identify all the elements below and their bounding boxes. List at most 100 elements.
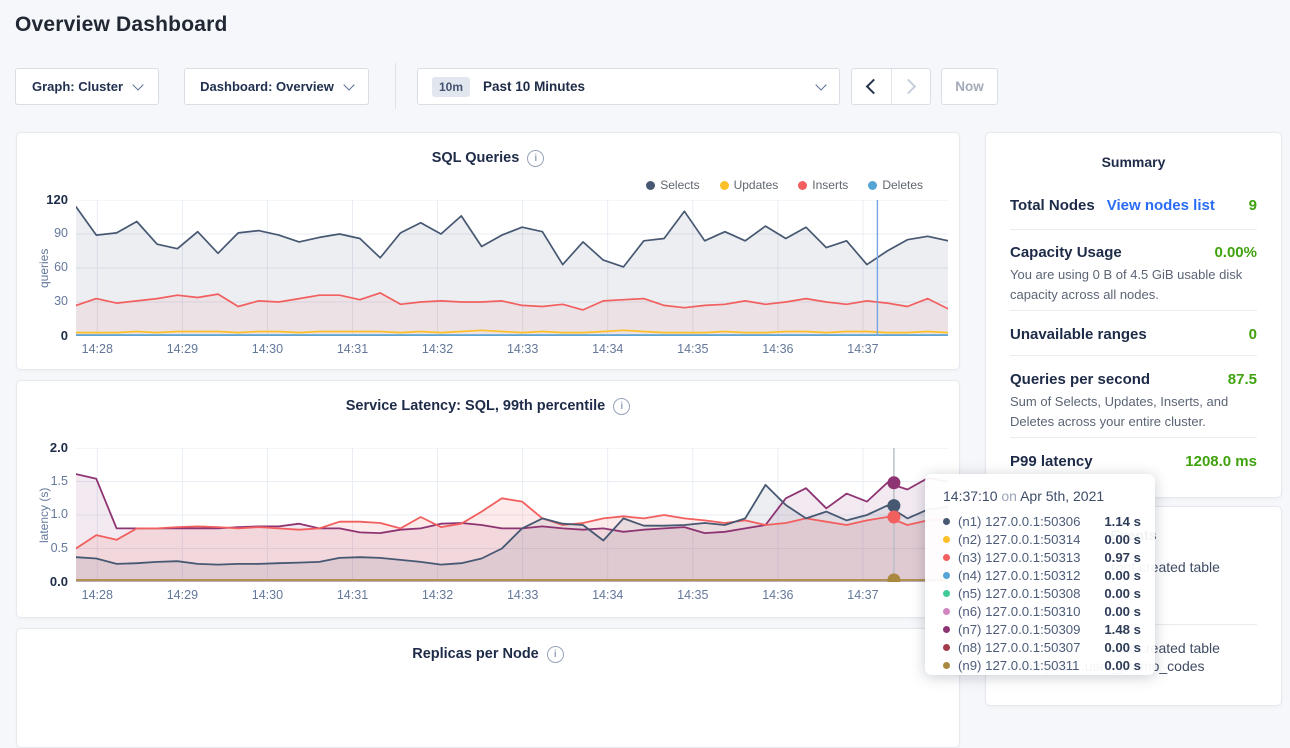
x-tick-label: 14:35 bbox=[663, 342, 723, 356]
p99-latency-label: P99 latency bbox=[1010, 453, 1093, 470]
time-range-label: Past 10 Minutes bbox=[483, 79, 585, 94]
capacity-usage-description: You are using 0 B of 4.5 GiB usable disk… bbox=[1010, 265, 1257, 304]
y-tick-label: 2.0 bbox=[22, 440, 68, 455]
legend-label: Selects bbox=[660, 178, 699, 192]
y-tick-label: 90 bbox=[22, 226, 68, 240]
page-title: Overview Dashboard bbox=[15, 13, 228, 37]
x-tick-label: 14:34 bbox=[578, 342, 638, 356]
x-tick-label: 14:32 bbox=[408, 588, 468, 602]
dashboard-selector-dropdown[interactable]: Dashboard: Overview bbox=[184, 68, 369, 105]
tooltip-node-row: (n8) 127.0.0.1:503070.00 s bbox=[937, 639, 1141, 657]
legend-dot-icon bbox=[646, 181, 655, 190]
tooltip-node-value: 0.97 s bbox=[1104, 550, 1141, 565]
tooltip-node-value: 0.00 s bbox=[1104, 586, 1141, 601]
chevron-down-icon bbox=[343, 79, 354, 90]
tooltip-node-value: 0.00 s bbox=[1104, 604, 1141, 619]
tooltip-node-row: (n6) 127.0.0.1:50310 0.00 s bbox=[937, 602, 1141, 620]
info-icon[interactable]: i bbox=[527, 150, 544, 167]
sql-queries-chart[interactable] bbox=[76, 200, 948, 336]
sql-queries-legend: Selects Updates Inserts Deletes bbox=[646, 178, 923, 192]
previous-time-window-button[interactable] bbox=[852, 69, 891, 104]
p99-latency-row: P99 latency 1208.0 ms bbox=[1010, 453, 1257, 470]
service-latency-title: Service Latency: SQL, 99th percentile i bbox=[17, 398, 959, 415]
x-tick-label: 14:36 bbox=[748, 588, 808, 602]
node-color-dot-icon bbox=[943, 608, 950, 615]
y-tick-label: 1.0 bbox=[22, 507, 68, 521]
legend-item-updates[interactable]: Updates bbox=[720, 178, 779, 192]
node-color-dot-icon bbox=[943, 518, 950, 525]
legend-item-deletes[interactable]: Deletes bbox=[868, 178, 923, 192]
node-color-dot-icon bbox=[943, 590, 950, 597]
p99-latency-value: 1208.0 ms bbox=[1185, 453, 1257, 470]
capacity-usage-value: 0.00% bbox=[1214, 244, 1257, 261]
legend-dot-icon bbox=[798, 181, 807, 190]
legend-item-selects[interactable]: Selects bbox=[646, 178, 699, 192]
y-tick-label: 0 bbox=[22, 328, 68, 343]
legend-dot-icon bbox=[868, 181, 877, 190]
node-color-dot-icon bbox=[943, 536, 950, 543]
tooltip-node-row: (n2) 127.0.0.1:50314 0.00 s bbox=[937, 530, 1141, 548]
total-nodes-value: 9 bbox=[1249, 197, 1257, 214]
now-button[interactable]: Now bbox=[941, 68, 998, 105]
chevron-down-icon bbox=[132, 79, 143, 90]
chart-title-text: SQL Queries bbox=[432, 150, 520, 166]
x-tick-label: 14:28 bbox=[67, 588, 127, 602]
replicas-per-node-title: Replicas per Node i bbox=[17, 646, 959, 663]
replicas-per-node-panel: Replicas per Node i bbox=[16, 628, 960, 748]
view-nodes-list-link[interactable]: View nodes list bbox=[1107, 197, 1215, 214]
node-color-dot-icon bbox=[943, 572, 950, 579]
info-icon[interactable]: i bbox=[547, 646, 564, 663]
x-tick-label: 14:32 bbox=[408, 342, 468, 356]
x-tick-label: 14:37 bbox=[833, 342, 893, 356]
tooltip-node-row: (n1) 127.0.0.1:503061.14 s bbox=[937, 512, 1141, 530]
tooltip-date: Apr 5th, 2021 bbox=[1020, 488, 1104, 504]
summary-heading: Summary bbox=[986, 154, 1281, 170]
divider bbox=[1010, 310, 1257, 311]
unavailable-ranges-value: 0 bbox=[1249, 326, 1257, 343]
y-tick-label: 60 bbox=[22, 260, 68, 274]
next-time-window-button[interactable] bbox=[891, 69, 930, 104]
toolbar-divider bbox=[395, 63, 396, 109]
chevron-down-icon bbox=[815, 79, 826, 90]
chart-title-text: Replicas per Node bbox=[412, 646, 539, 662]
tooltip-node-address: (n6) 127.0.0.1:50310 bbox=[958, 604, 1080, 619]
queries-per-second-label: Queries per second bbox=[1010, 371, 1150, 388]
tooltip-node-value: 0.00 s bbox=[1104, 640, 1141, 655]
tooltip-on-text: on bbox=[998, 488, 1021, 504]
sql-queries-title: SQL Queries i bbox=[17, 150, 959, 167]
x-tick-label: 14:28 bbox=[67, 342, 127, 356]
node-color-dot-icon bbox=[943, 644, 950, 651]
graph-selector-dropdown[interactable]: Graph: Cluster bbox=[15, 68, 159, 105]
x-tick-label: 14:31 bbox=[323, 588, 383, 602]
tooltip-node-value: 0.00 s bbox=[1104, 568, 1141, 583]
tooltip-node-address: (n7) 127.0.0.1:50309 bbox=[958, 622, 1080, 637]
chart-hover-tooltip: 14:37:10 on Apr 5th, 2021 (n1) 127.0.0.1… bbox=[925, 474, 1155, 675]
divider bbox=[1010, 437, 1257, 438]
time-range-dropdown[interactable]: 10m Past 10 Minutes bbox=[417, 68, 840, 105]
queries-per-second-description: Sum of Selects, Updates, Inserts, and De… bbox=[1010, 392, 1257, 431]
tooltip-node-value: 0.00 s bbox=[1104, 532, 1141, 547]
unavailable-ranges-label: Unavailable ranges bbox=[1010, 326, 1147, 343]
chevron-left-icon bbox=[866, 79, 882, 95]
total-nodes-label: Total Nodes bbox=[1010, 197, 1095, 214]
x-tick-label: 14:35 bbox=[663, 588, 723, 602]
tooltip-node-row: (n5) 127.0.0.1:503080.00 s bbox=[937, 584, 1141, 602]
legend-item-inserts[interactable]: Inserts bbox=[798, 178, 848, 192]
tooltip-node-row: (n9) 127.0.0.1:503110.00 s bbox=[937, 657, 1141, 675]
y-tick-label: 0.5 bbox=[22, 541, 68, 555]
x-tick-label: 14:34 bbox=[578, 588, 638, 602]
y-tick-label: 30 bbox=[22, 294, 68, 308]
chart-title-text: Service Latency: SQL, 99th percentile bbox=[346, 398, 606, 414]
info-icon[interactable]: i bbox=[613, 398, 630, 415]
service-latency-chart[interactable] bbox=[76, 448, 948, 582]
x-tick-label: 14:30 bbox=[237, 588, 297, 602]
x-tick-label: 14:33 bbox=[493, 588, 553, 602]
tooltip-node-address: (n2) 127.0.0.1:50314 bbox=[958, 532, 1080, 547]
x-tick-label: 14:29 bbox=[152, 342, 212, 356]
tooltip-node-row: (n7) 127.0.0.1:503091.48 s bbox=[937, 621, 1141, 639]
tooltip-node-address: (n1) 127.0.0.1:50306 bbox=[958, 514, 1080, 529]
tooltip-node-address: (n3) 127.0.0.1:50313 bbox=[958, 550, 1080, 565]
tooltip-node-value: 0.00 s bbox=[1104, 658, 1141, 673]
queries-per-second-value: 87.5 bbox=[1228, 371, 1257, 388]
time-range-badge: 10m bbox=[432, 77, 470, 97]
